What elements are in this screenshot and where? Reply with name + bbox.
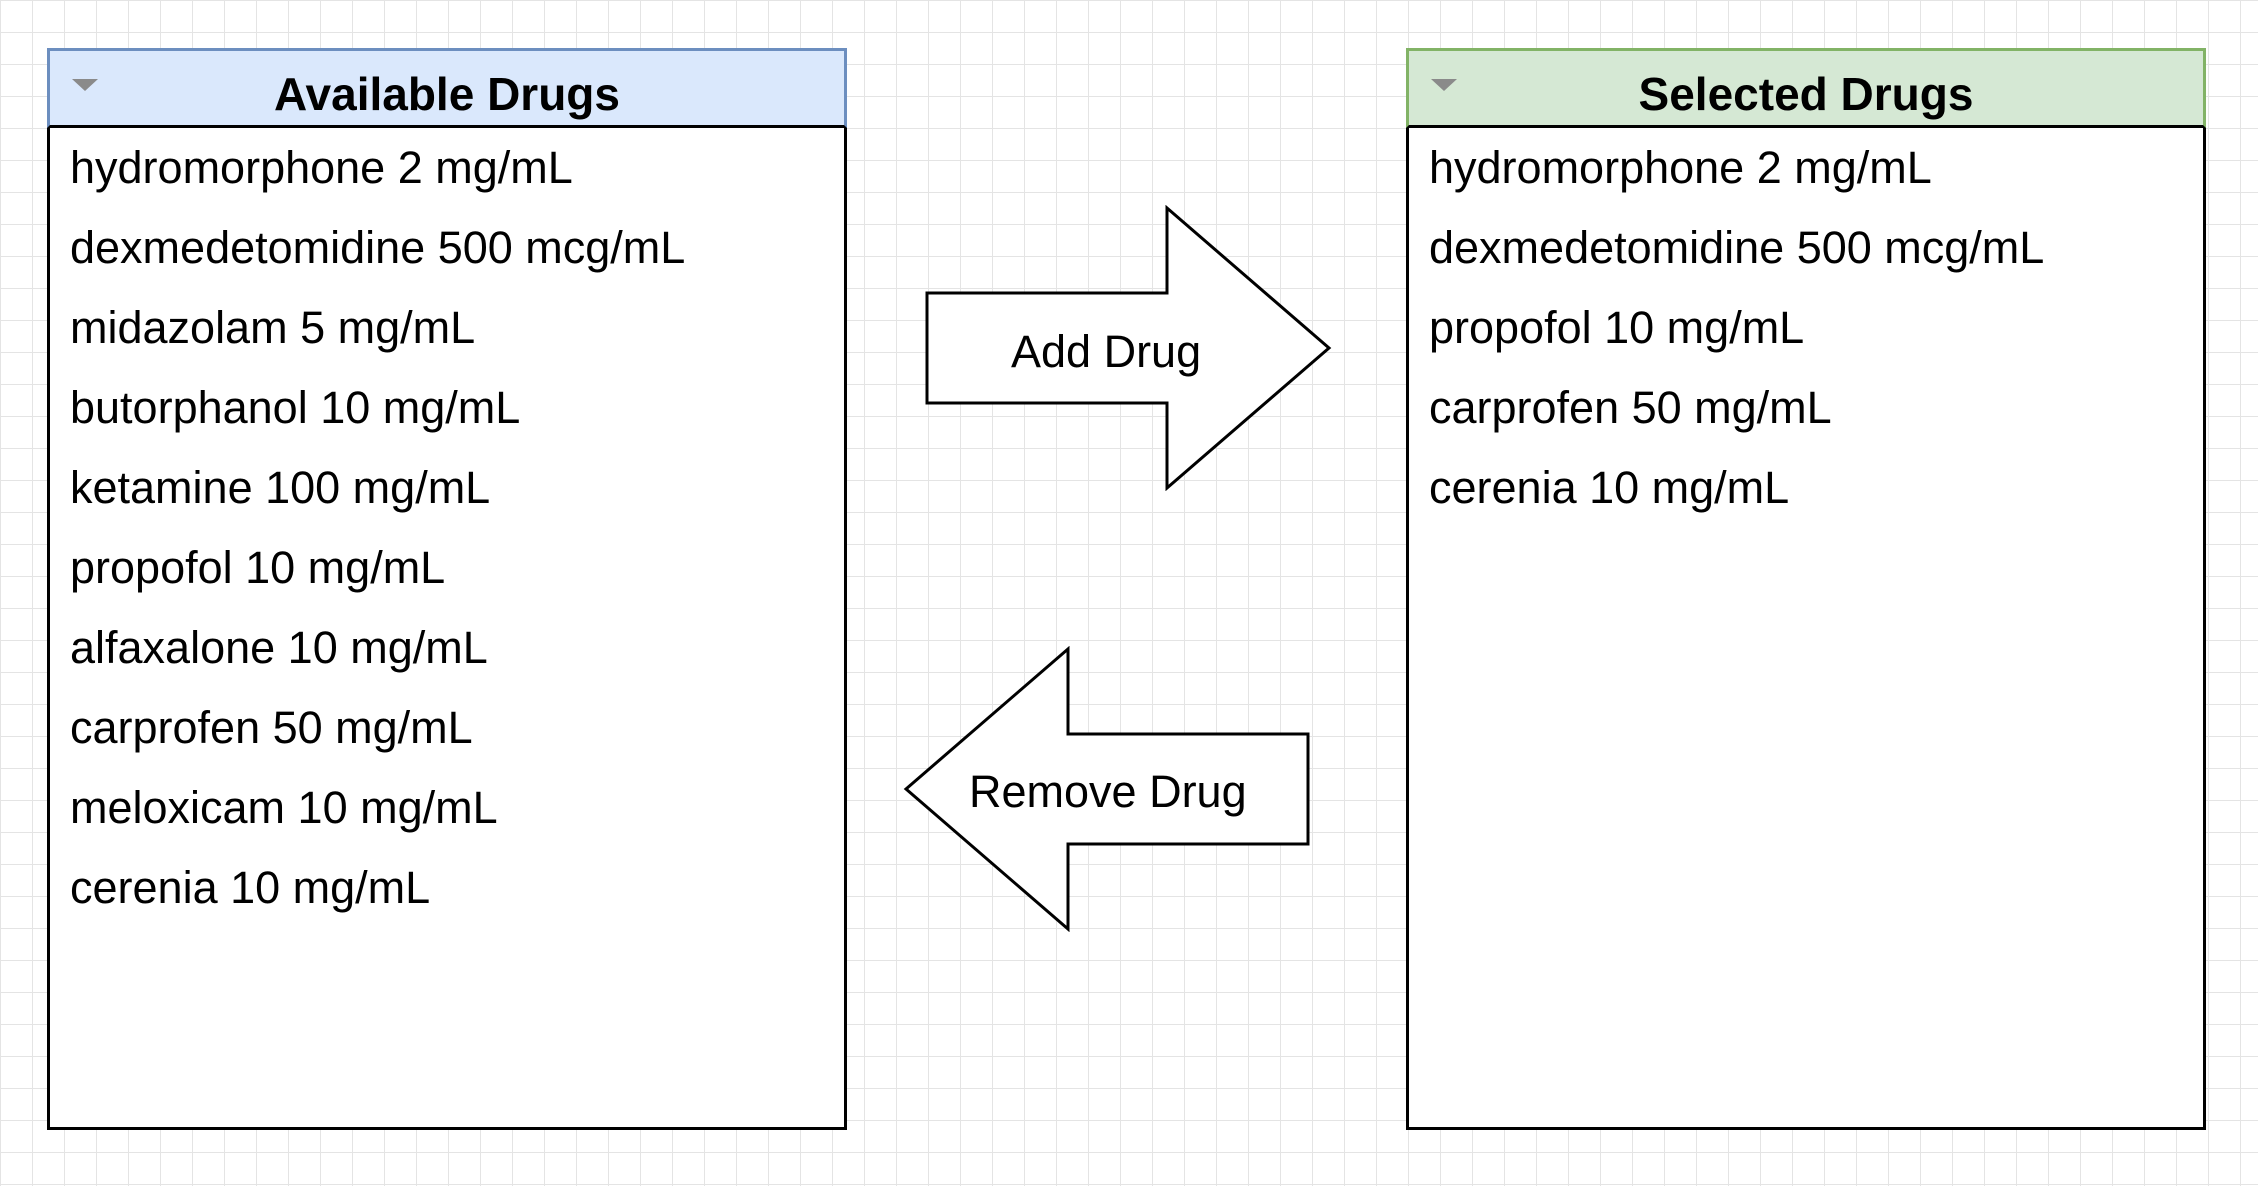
list-item[interactable]: meloxicam 10 mg/mL — [70, 782, 498, 833]
available-drugs-list: hydromorphone 2 mg/mL dexmedetomidine 50… — [70, 128, 834, 928]
available-drugs-title: Available Drugs — [274, 68, 620, 120]
collapse-triangle-icon[interactable] — [72, 79, 98, 91]
list-item[interactable]: hydromorphone 2 mg/mL — [70, 142, 573, 193]
collapse-triangle-icon[interactable] — [1431, 79, 1457, 91]
selected-drugs-header: Selected Drugs — [1406, 48, 2206, 128]
left-arrow-icon — [903, 646, 1310, 932]
list-item[interactable]: alfaxalone 10 mg/mL — [70, 622, 488, 673]
list-item[interactable]: propofol 10 mg/mL — [1429, 302, 1805, 353]
list-item[interactable]: dexmedetomidine 500 mcg/mL — [1429, 222, 2045, 273]
list-item[interactable]: cerenia 10 mg/mL — [1429, 462, 1790, 513]
list-item[interactable]: ketamine 100 mg/mL — [70, 462, 491, 513]
remove-drug-label: Remove Drug — [969, 766, 1247, 817]
selected-drugs-title: Selected Drugs — [1638, 68, 1974, 120]
list-item[interactable]: carprofen 50 mg/mL — [1429, 382, 1832, 433]
right-arrow-icon — [925, 205, 1332, 491]
available-drugs-header: Available Drugs — [47, 48, 847, 128]
list-item[interactable]: dexmedetomidine 500 mcg/mL — [70, 222, 686, 273]
list-item[interactable]: propofol 10 mg/mL — [70, 542, 446, 593]
list-item[interactable]: butorphanol 10 mg/mL — [70, 382, 521, 433]
selected-drugs-list: hydromorphone 2 mg/mL dexmedetomidine 50… — [1429, 128, 2193, 528]
remove-drug-button[interactable]: Remove Drug — [903, 646, 1311, 932]
list-item[interactable]: carprofen 50 mg/mL — [70, 702, 473, 753]
list-item[interactable]: midazolam 5 mg/mL — [70, 302, 476, 353]
selected-drugs-panel: Selected Drugs hydromorphone 2 mg/mL dex… — [1406, 48, 2206, 1130]
list-item[interactable]: cerenia 10 mg/mL — [70, 862, 431, 913]
add-drug-button[interactable]: Add Drug — [924, 205, 1332, 491]
available-drugs-panel: Available Drugs hydromorphone 2 mg/mL de… — [47, 48, 847, 1130]
list-item[interactable]: hydromorphone 2 mg/mL — [1429, 142, 1932, 193]
add-drug-label: Add Drug — [1011, 326, 1202, 377]
